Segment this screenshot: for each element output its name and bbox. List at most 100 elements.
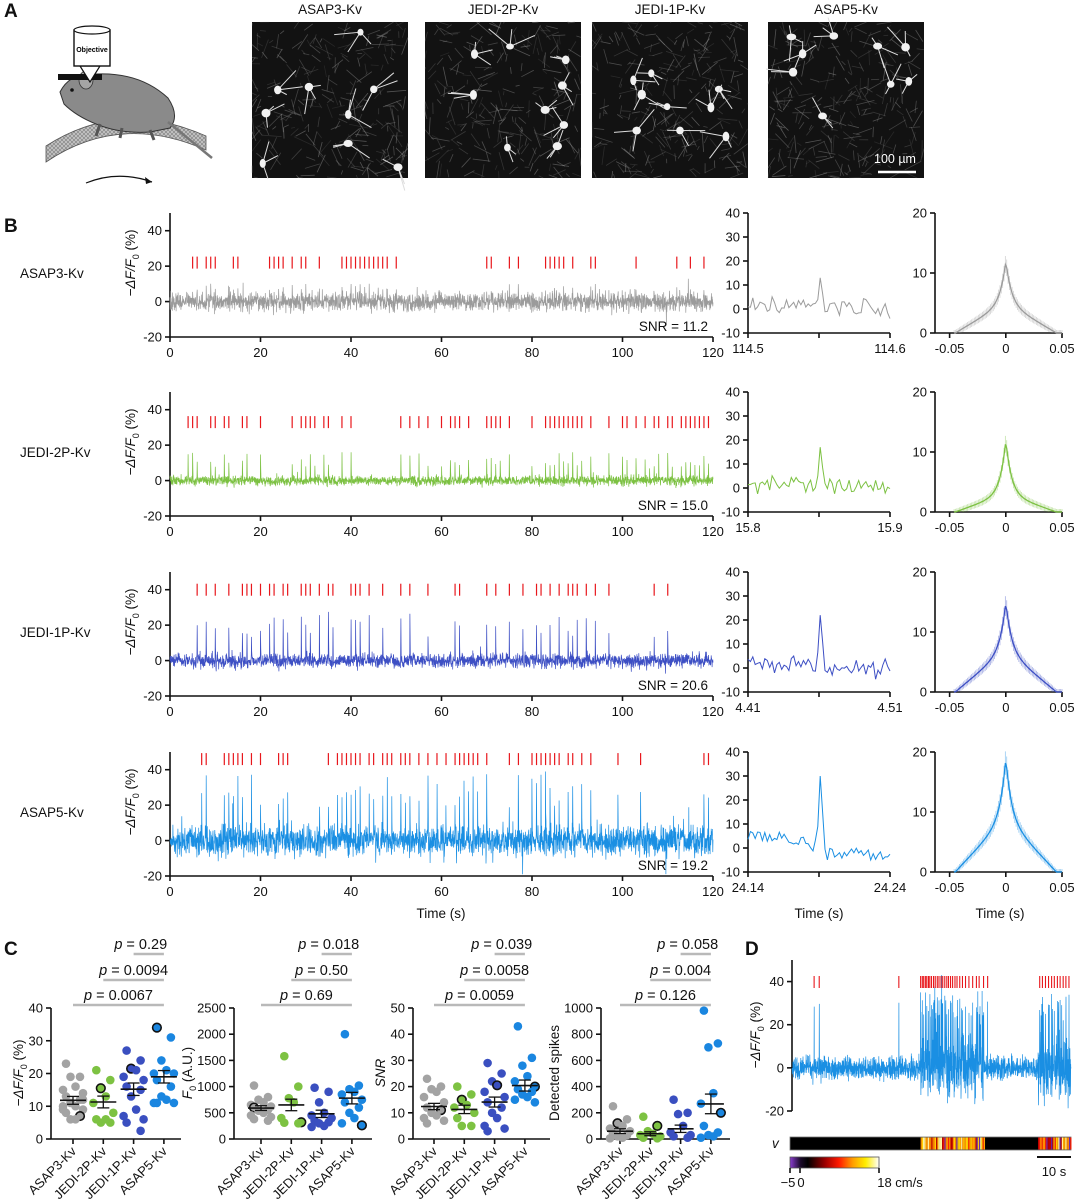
neurite [778, 152, 785, 168]
neurite [541, 138, 560, 141]
neurite [317, 116, 320, 128]
neurite [911, 131, 916, 145]
p-symbol: p [649, 963, 658, 979]
voltage-trace [169, 278, 714, 326]
neurite [286, 64, 298, 78]
neurite [680, 41, 685, 52]
neurite [821, 44, 825, 48]
neurite [611, 171, 614, 179]
neurite [402, 27, 406, 38]
data-point [608, 1101, 618, 1111]
data-point [432, 1087, 441, 1097]
neurite [659, 129, 665, 132]
neurite [727, 84, 741, 94]
velocity-stripe [944, 1137, 946, 1150]
neurite [331, 148, 340, 167]
neurite [439, 39, 453, 44]
velocity-stripe [937, 1137, 939, 1150]
neurite [679, 116, 693, 128]
x-tick-label: 0 [166, 345, 173, 360]
neurite [880, 136, 883, 144]
neurite [892, 144, 897, 154]
y-tick-label: 1000 [564, 1001, 593, 1016]
neurite [456, 64, 460, 75]
p-value: = 0.29 [122, 937, 167, 953]
neurite [491, 21, 501, 28]
neurite [521, 126, 524, 132]
neurite [299, 82, 302, 87]
cell-body [676, 126, 684, 135]
neurite [392, 105, 399, 112]
neurite [790, 82, 799, 95]
dendrite [765, 68, 794, 73]
neurite [533, 86, 544, 89]
y-tick-label: -20 [143, 689, 162, 704]
neurite [389, 105, 394, 121]
neurite [831, 129, 838, 131]
neurite [371, 43, 390, 46]
neurite [384, 45, 387, 52]
neurite [446, 24, 452, 29]
neurite [599, 105, 609, 110]
neurite [276, 54, 285, 62]
neurite [574, 78, 580, 90]
neurite [251, 79, 259, 92]
neurite [709, 96, 716, 102]
neurite [785, 40, 799, 48]
y-tick-label: -10 [721, 865, 740, 880]
x-tick-label: 120 [702, 524, 724, 539]
cell-body [788, 67, 798, 77]
neurite [659, 144, 665, 157]
neurite [434, 83, 441, 95]
cell-body [707, 102, 715, 113]
y-label-unit: (%) [123, 769, 138, 794]
data-point [704, 1043, 713, 1052]
neurite [401, 150, 404, 163]
neurite [650, 168, 654, 174]
neurite [787, 157, 804, 160]
cell-body [343, 139, 353, 148]
neurite [652, 52, 663, 57]
data-point [497, 1103, 506, 1112]
neurite [708, 79, 711, 87]
dendrite [373, 72, 395, 90]
p-value: = 0.0094 [107, 963, 168, 979]
neurite [254, 86, 259, 90]
data-point [605, 1134, 615, 1143]
neurite [261, 51, 268, 59]
neurite [301, 49, 306, 55]
neurite [783, 96, 795, 99]
neurite [767, 76, 771, 85]
neurite [568, 21, 576, 24]
neurite [337, 44, 351, 49]
neurite [469, 44, 471, 52]
neurite [294, 65, 301, 78]
neurite [302, 53, 310, 56]
neurite [554, 82, 557, 90]
neurite [343, 27, 351, 32]
neurite [631, 135, 635, 149]
neurite [783, 98, 786, 111]
neurite [844, 172, 848, 176]
neurite [772, 165, 787, 176]
neurite [654, 24, 659, 28]
neurite [686, 36, 689, 47]
neurite [495, 21, 502, 35]
neurite [909, 107, 918, 113]
neurite [691, 116, 700, 127]
data-point [356, 1120, 368, 1131]
neurite [629, 171, 637, 179]
neurite [794, 107, 810, 120]
neurite [663, 90, 673, 102]
neurite [662, 131, 672, 150]
neurite [686, 28, 695, 34]
y-label-subscript: 0 [756, 1026, 766, 1031]
neurite [443, 87, 446, 98]
data-point [639, 1112, 648, 1122]
neurite [495, 104, 503, 121]
neurite [888, 119, 907, 131]
neurite [253, 113, 261, 117]
p-symbol: p [83, 988, 92, 1004]
neurite [882, 61, 887, 81]
data-point [467, 1090, 476, 1099]
